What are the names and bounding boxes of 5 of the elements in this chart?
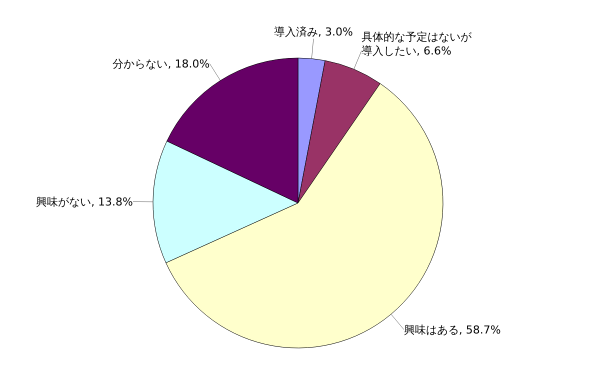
slice-label: 興味はある, 58.7% <box>404 323 501 336</box>
slice-label: 導入済み, 3.0% <box>274 25 353 38</box>
slice-label: 具体的な予定はないが導入したい, 6.6% <box>362 30 473 58</box>
slice-label: 分からない, 18.0% <box>112 57 210 70</box>
slice-label: 興味がない, 13.8% <box>36 195 134 208</box>
